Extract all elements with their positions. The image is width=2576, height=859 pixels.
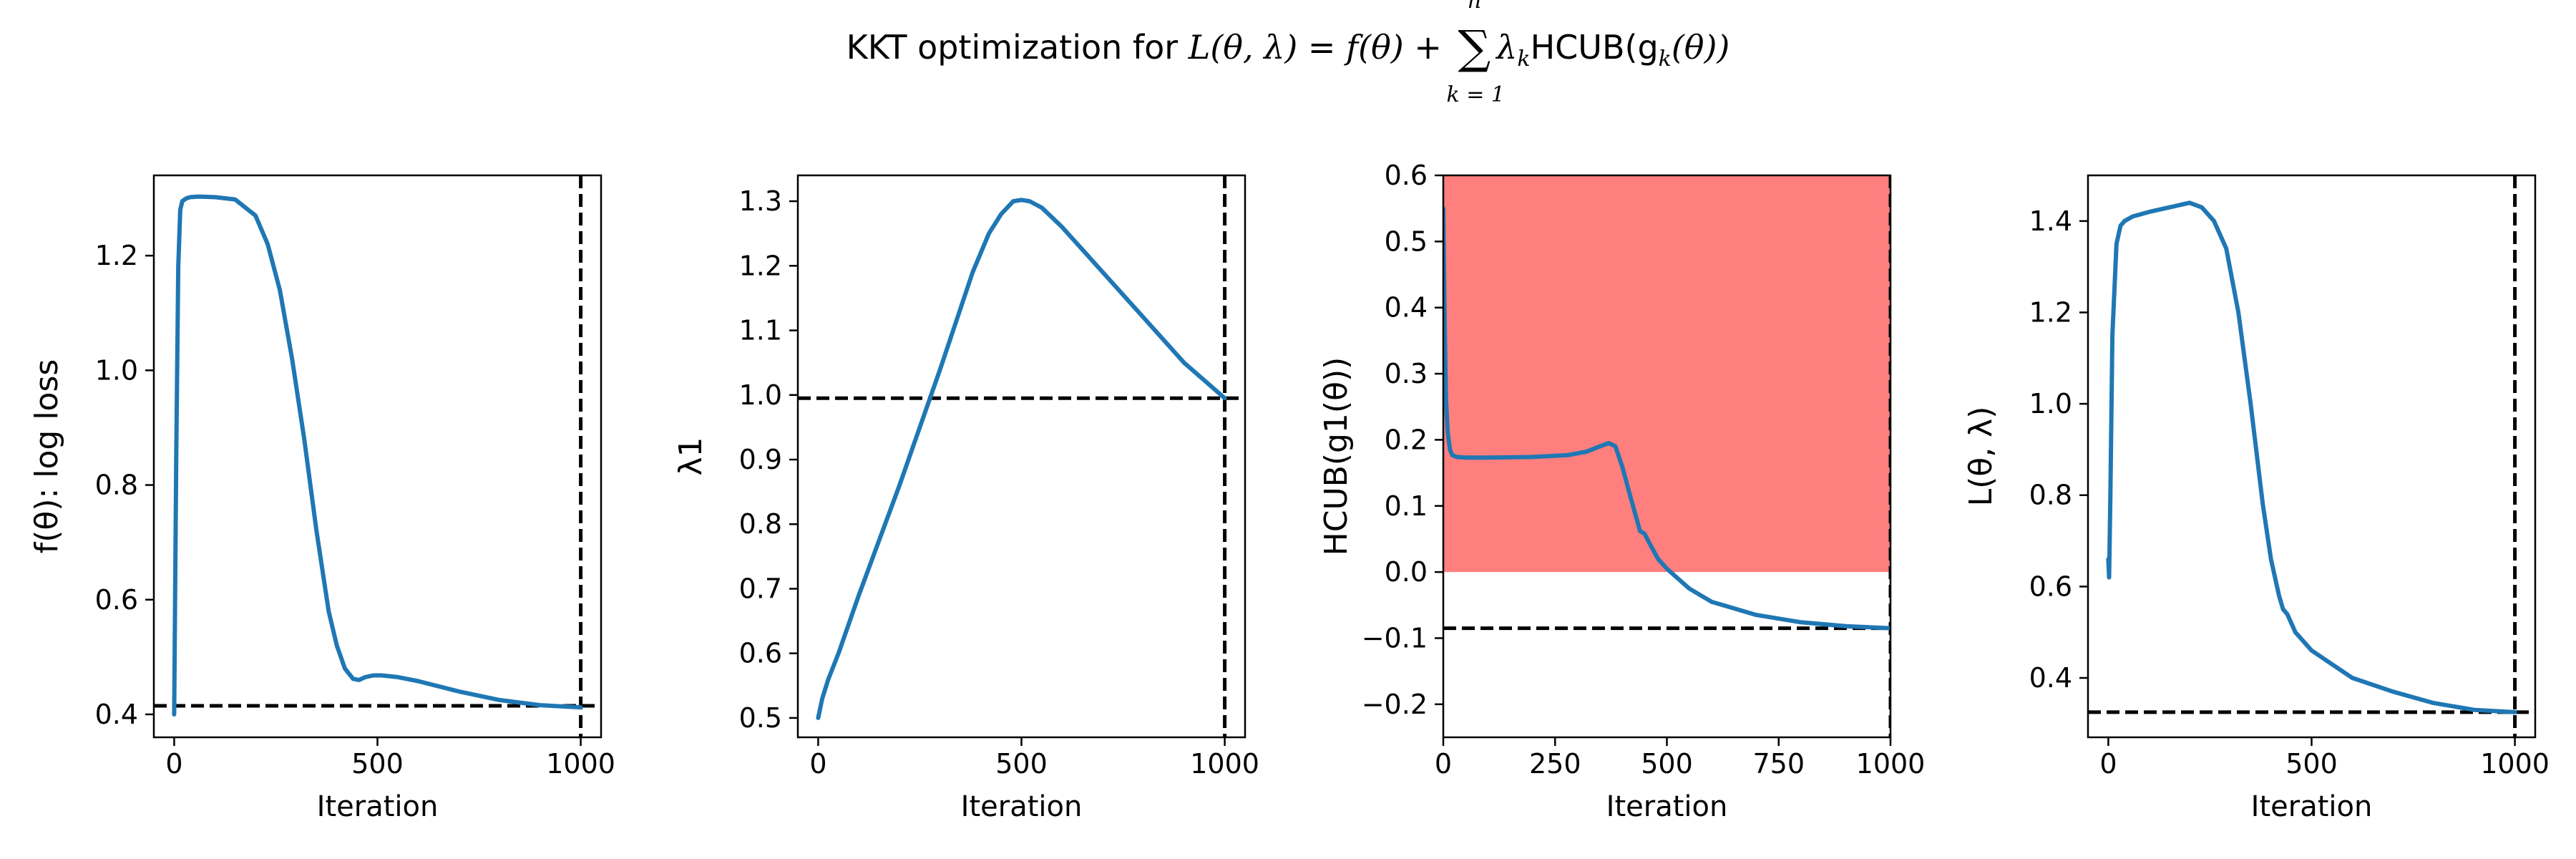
y-axis-label: λ1 [673, 437, 709, 475]
title-term-sub2: k [1658, 47, 1672, 72]
y-tick-label: 1.4 [2029, 205, 2072, 237]
y-tick-label: 1.3 [739, 185, 782, 217]
x-tick-label: 500 [1641, 748, 1693, 780]
x-axis-label: Iteration [1606, 790, 1728, 823]
title-eq: = [1297, 28, 1347, 67]
y-tick-label: −0.1 [1362, 622, 1428, 654]
x-tick-label: 0 [165, 748, 182, 780]
x-tick-label: 1000 [2480, 748, 2550, 780]
y-tick-label: 0.4 [2029, 662, 2072, 694]
y-tick-label: 0.4 [1385, 292, 1428, 324]
y-tick-label: −0.2 [1362, 689, 1428, 720]
y-tick-label: 1.2 [739, 250, 782, 281]
x-axis-label: Iteration [317, 790, 439, 823]
y-axis-label: L(θ, λ) [1963, 407, 1999, 507]
title-f: f(θ) [1346, 28, 1404, 67]
y-tick-label: 1.2 [2029, 296, 2072, 328]
series-line [2106, 200, 2517, 714]
y-tick-label: 0.6 [2029, 571, 2072, 602]
x-tick-label: 500 [2285, 748, 2338, 780]
y-axis-label: HCUB(g1(θ)) [1318, 357, 1355, 556]
y-tick-label: 1.0 [95, 354, 138, 386]
x-tick-label: 0 [1435, 748, 1452, 780]
y-tick-label: 1.1 [739, 315, 782, 346]
title-term-rest: HCUB(g [1530, 28, 1659, 67]
y-tick-label: 0.9 [739, 444, 782, 475]
axes-frame [152, 174, 602, 739]
x-tick-label: 750 [1752, 748, 1805, 780]
x-tick-label: 1000 [1856, 748, 1926, 780]
title-sum: n ∑ k = 1 [1447, 0, 1505, 107]
title-term-end: (θ)) [1671, 28, 1730, 67]
figure-title: KKT optimization for L(θ, λ) = f(θ) + n ∑… [0, 0, 2576, 107]
y-tick-label: 0.2 [1385, 424, 1428, 455]
y-tick-label: 0.4 [95, 699, 138, 730]
y-tick-label: 0.6 [95, 584, 138, 616]
subplot-lagrangian: 0 500 1000 0.4 0.6 0.8 1.0 1.2 1.4 Iteration L(θ, … [1963, 174, 2550, 823]
title-sum-sub: k = 1 [1446, 82, 1506, 107]
y-tick-label: 0.8 [2029, 480, 2072, 511]
y-tick-label: 0.5 [1385, 225, 1428, 257]
x-tick-label: 0 [2099, 748, 2117, 780]
x-tick-label: 1000 [1190, 748, 1259, 780]
series-line [172, 194, 583, 717]
axes-frame [796, 174, 1246, 739]
x-axis-label: Iteration [961, 790, 1083, 823]
series-line [1443, 206, 1890, 631]
y-tick-label: 1.2 [95, 240, 138, 271]
y-tick-label: 0.8 [95, 470, 138, 501]
title-plus: + [1403, 28, 1453, 67]
subplot-lambda: 0 500 1000 0.5 0.6 0.7 0.8 0.9 1.0 1.1 1.2 1.3 Itera… [673, 174, 1259, 823]
x-tick-label: 1000 [546, 748, 615, 780]
x-axis-label: Iteration [2251, 790, 2373, 823]
x-tick-label: 0 [809, 748, 826, 780]
x-tick-label: 500 [995, 748, 1048, 780]
y-tick-label: 0.5 [739, 702, 782, 734]
title-prefix: KKT optimization for [846, 28, 1189, 67]
y-tick-label: 0.1 [1385, 490, 1428, 522]
x-tick-label: 500 [351, 748, 404, 780]
x-tick-label: 250 [1529, 748, 1581, 780]
y-tick-label: 1.0 [739, 379, 782, 411]
title-sum-symbol: ∑ [1458, 21, 1491, 74]
y-tick-label: 0.8 [739, 508, 782, 540]
y-tick-label: 1.0 [2029, 388, 2072, 419]
infeasible-region [1443, 175, 1890, 573]
subplot-hcub: 0 250 500 750 1000 −0.2 −0.1 0.0 0.1 0.2 0.3 0.4 0.5… [1318, 160, 1925, 823]
title-sum-sup: n [1467, 0, 1482, 14]
title-term: λ [1496, 28, 1518, 67]
title-term-sub: k [1517, 47, 1531, 72]
y-tick-label: 0.3 [1385, 358, 1428, 389]
y-tick-label: 0.6 [1385, 160, 1428, 191]
y-tick-label: 0.0 [1385, 556, 1428, 588]
y-tick-label: 0.7 [739, 573, 782, 604]
series-line [816, 198, 1227, 720]
subplot-log-loss: 0 500 1000 0.4 0.6 0.8 1.0 1.2 Iteration f(θ): lo… [29, 174, 615, 823]
title-lhs: L(θ, λ) [1188, 28, 1298, 67]
y-tick-label: 0.6 [739, 638, 782, 669]
y-axis-label: f(θ): log loss [29, 359, 65, 554]
